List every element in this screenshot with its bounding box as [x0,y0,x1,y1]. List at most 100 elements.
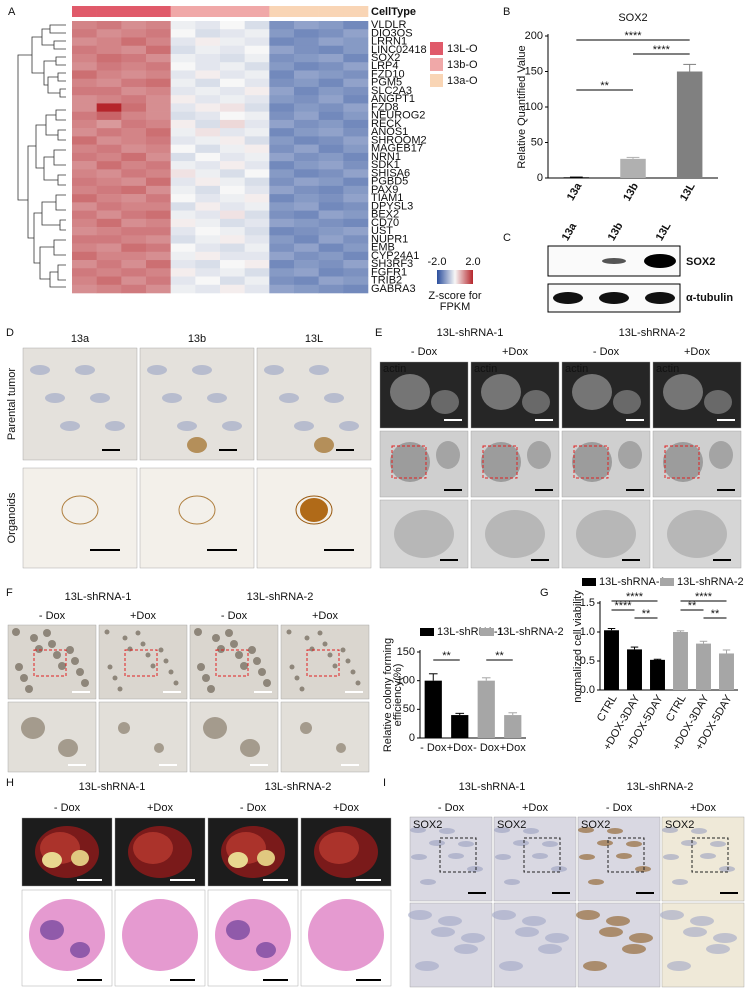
group-label: 13L-shRNA-2 [627,781,694,793]
photo-detail [197,663,205,671]
heatmap-cell [195,243,221,253]
photo-detail [58,739,78,757]
photo-detail [576,910,600,920]
photo-detail [332,663,338,669]
heatmap-cell [343,169,369,178]
bar [650,659,665,690]
heatmap-cell [318,136,344,145]
heatmap-cell [269,29,295,38]
photo-detail [629,933,653,943]
photo-detail [286,629,292,635]
photo-detail [187,437,207,453]
photo-detail [212,634,220,642]
photo-detail [215,899,291,971]
photo-detail [66,646,74,654]
heatmap-cell [318,235,344,244]
photo-detail [35,645,43,653]
photo-detail [127,646,133,652]
photo [98,624,188,700]
significance-label: **** [653,44,671,56]
heatmap-cell [318,185,344,195]
heatmap-cell [269,111,295,121]
bar [477,680,495,738]
heatmap-cell [146,260,171,269]
photo-detail [314,437,334,453]
heatmap-cell [72,235,97,244]
heatmap-cell [220,243,245,253]
legend-label: 13a-O [447,75,478,87]
heatmap-cell [269,119,295,129]
photo-detail [324,393,344,403]
heatmap-cell [318,210,344,220]
error-bar [508,712,518,716]
row-label: ANGPT1 [371,93,415,105]
heatmap-cell [96,78,122,88]
photo-detail [415,961,439,971]
heatmap-cell [170,37,196,47]
heatmap-cell [72,119,97,129]
heatmap-cell [269,276,295,286]
photo-detail [162,393,182,403]
row-label: PAX9 [371,184,398,196]
heatmap-cell [294,86,319,96]
heatmap-cell [72,260,97,269]
photo-detail [551,866,567,872]
heatmap-cell [146,169,171,178]
heatmap-cell [269,45,295,55]
row-label: FGFR1 [371,266,407,278]
heatmap-cell [220,276,245,286]
heatmap-cell [96,119,122,129]
heatmap-cell [121,136,147,145]
group-strip [220,6,245,17]
heatmap-cell [170,136,196,145]
photo-detail [431,927,455,937]
photo-detail [485,510,545,558]
heatmap-cell [318,45,344,55]
heatmap-cell [146,251,171,261]
x-tick-label: 13b [621,181,641,204]
photo [7,624,97,700]
heatmap-cell [146,243,171,253]
bar [451,715,469,738]
heatmap-cell [72,251,97,261]
heatmap-cell [96,202,122,211]
photo-detail [545,933,569,943]
heatmap-cell [170,260,196,269]
heatmap-cell [294,62,319,71]
heatmap-cell [121,95,147,104]
y-tick-label: 150 [397,646,415,658]
heatmap-cell [72,111,97,121]
group-strip [96,6,122,17]
row-label: GABRA3 [371,283,416,295]
heatmap-cell [343,103,369,112]
heatmap-cell [318,227,344,236]
lane-label: 13a [560,220,580,243]
heatmap-cell [244,86,270,96]
row-label: CD70 [371,217,399,229]
photo-detail [295,495,333,525]
photo [22,467,138,569]
heatmap-cell [170,185,196,195]
heatmap-cell [244,53,270,63]
bar [563,177,590,179]
photo-detail [683,927,707,937]
row-label: FZD8 [371,101,399,113]
row-label: UST [371,225,393,237]
legend-label: 13L-shRNA-1 [599,576,666,588]
condition-label: - Dox [221,610,248,622]
heatmap-cell [269,95,295,104]
photo-detail [263,679,271,687]
row-label: DPYSL3 [371,200,413,212]
heatmap-cell [244,243,270,253]
legend-swatch [430,74,443,87]
x-tick-label: - Dox [473,742,500,754]
row-label: TIAM1 [371,192,403,204]
photo-detail [390,442,430,482]
photo-detail [438,916,462,926]
photo-detail [572,374,612,410]
inset-box [482,445,518,479]
photo-detail [145,652,151,658]
band-label: α-tubulin [686,292,733,304]
row-label: PGBD5 [371,176,408,188]
